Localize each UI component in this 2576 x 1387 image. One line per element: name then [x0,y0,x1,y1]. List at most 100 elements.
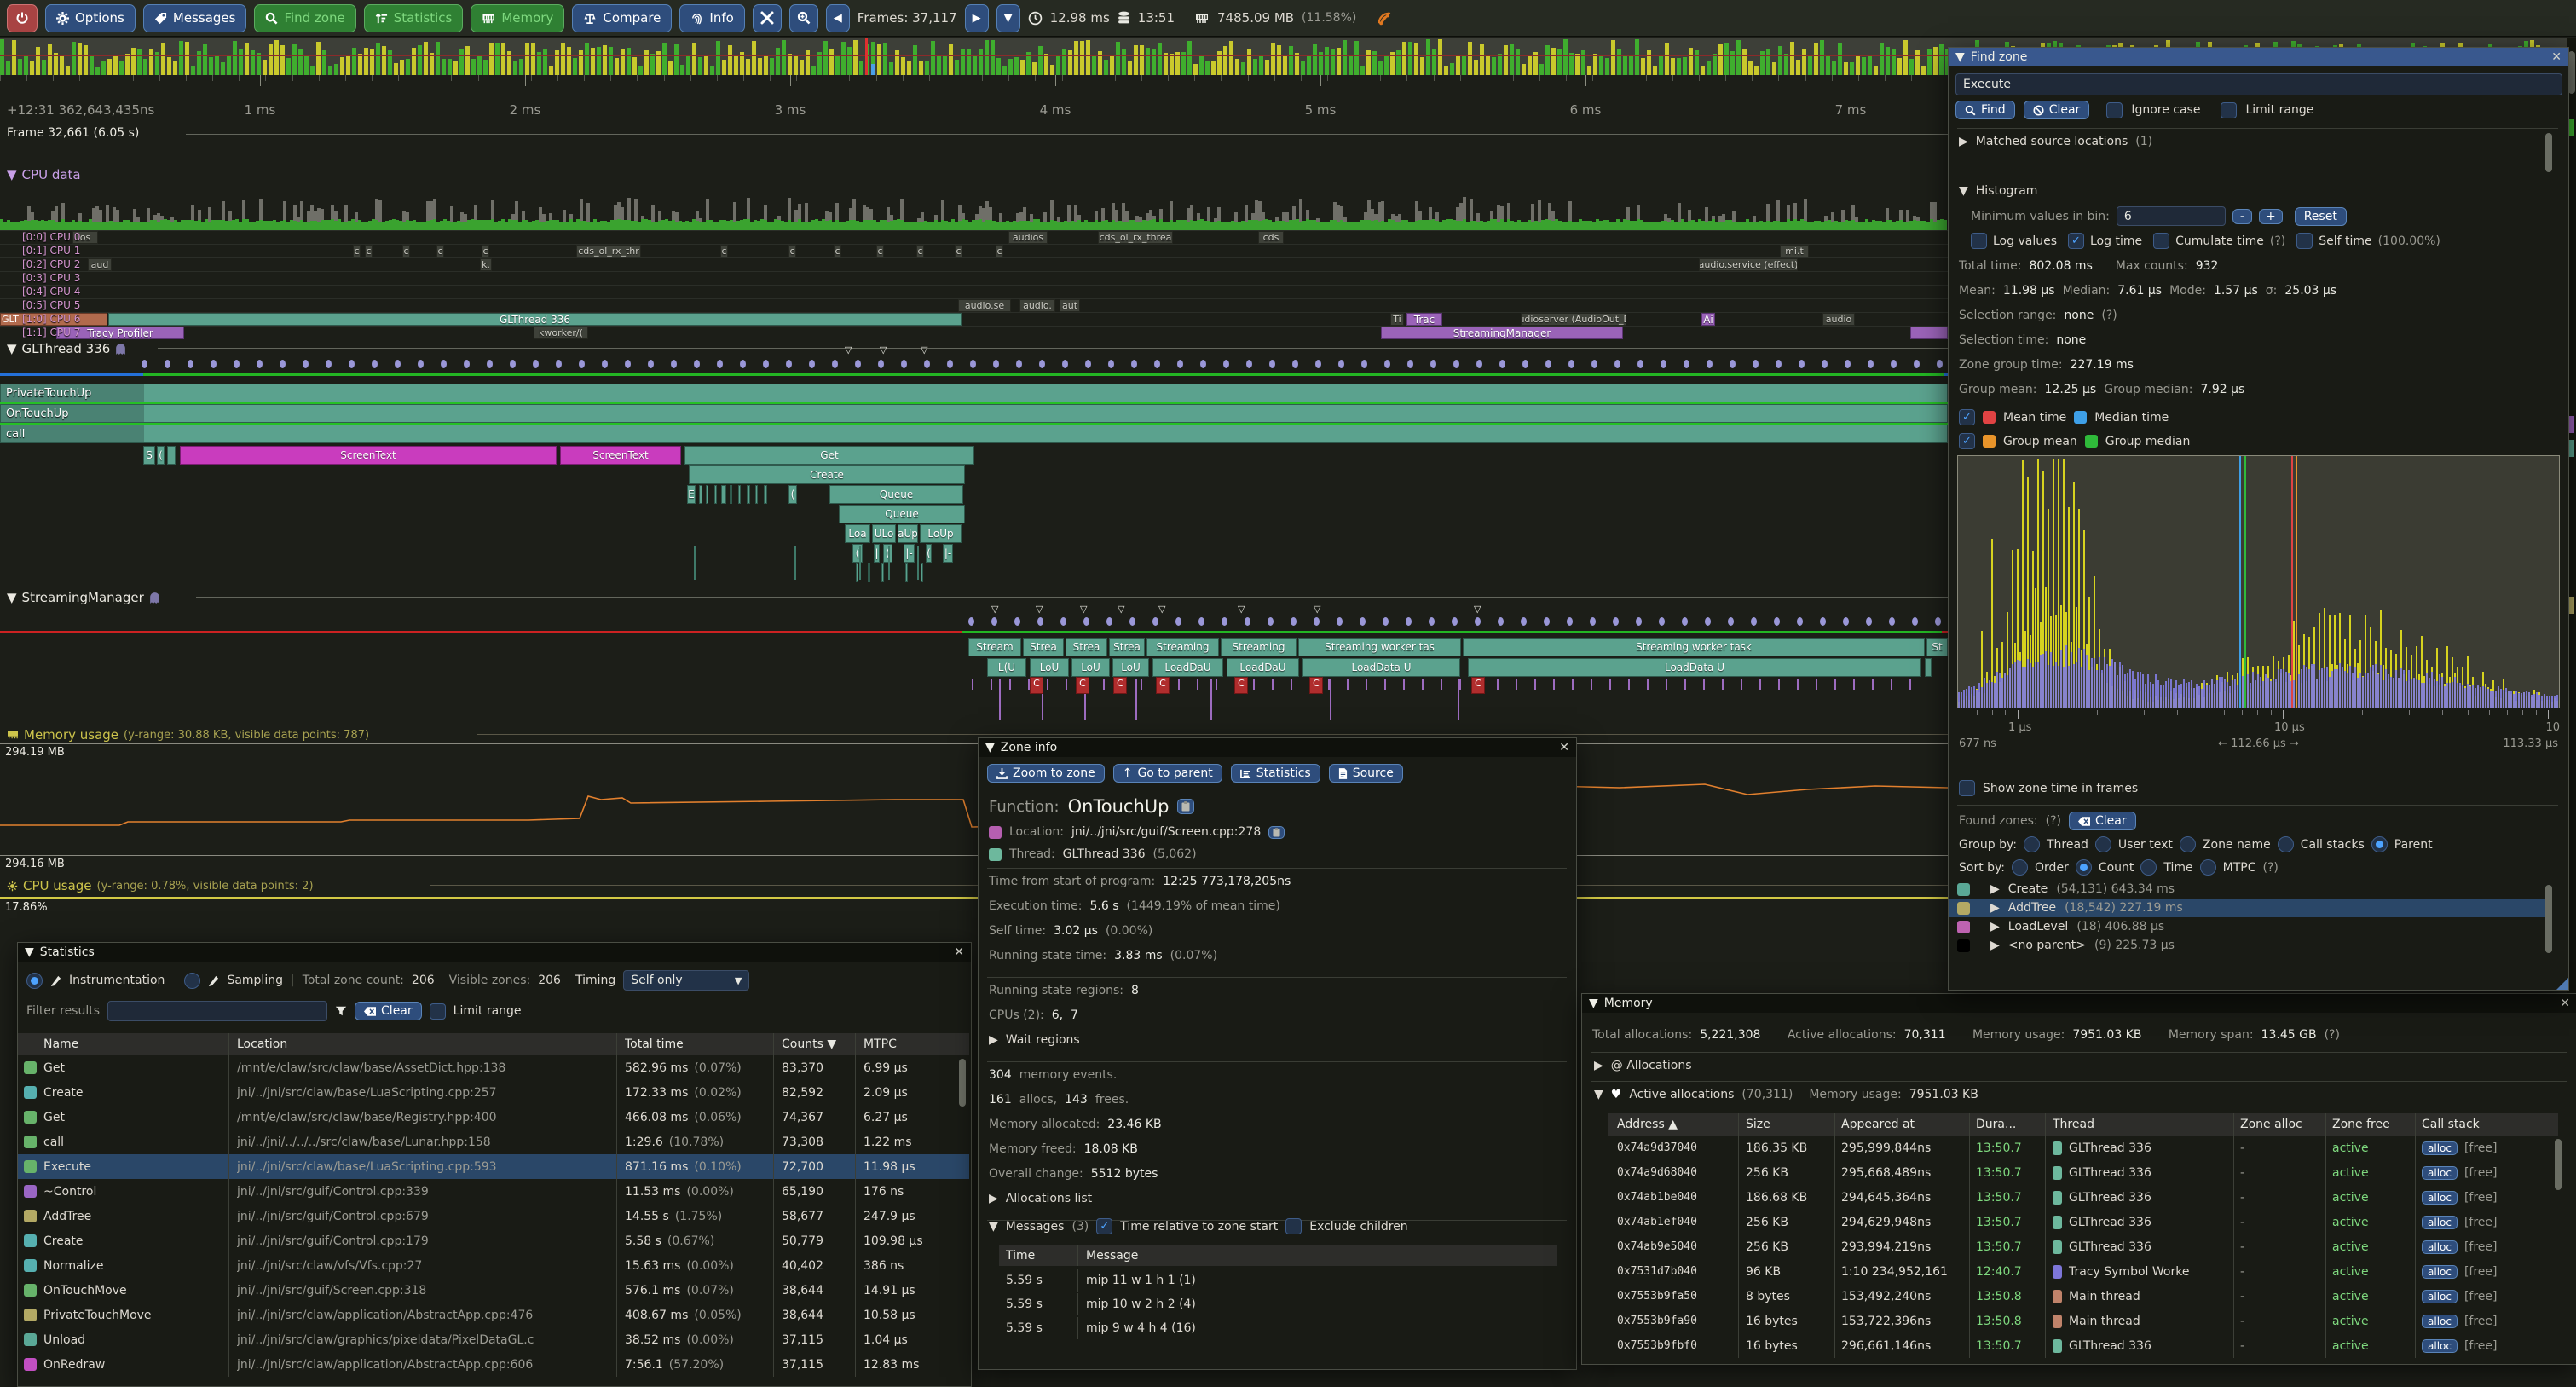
decrease-button[interactable]: - [2232,208,2252,224]
zone-span[interactable]: LoU [1112,658,1149,677]
column-header[interactable]: Dura... [1976,1118,2017,1131]
expand-icon[interactable]: ▶ [1990,920,2000,933]
zone-span[interactable]: Streaming worker tas [1298,638,1461,656]
zone-span[interactable]: audio [1822,313,1855,326]
source-button[interactable]: Source [1328,764,1403,783]
message-row[interactable]: 5.59 s mip 9 w 4 h 4 (16) [999,1317,1557,1339]
zone-span[interactable] [738,485,741,504]
zone-span[interactable]: Loa [845,524,870,543]
sampling-radio[interactable] [184,972,201,989]
table-row[interactable]: 0x74ab9e5040 256 KB 293,994,219ns 13:50.7 GL… [1608,1234,2558,1259]
column-header[interactable]: Counts ▼ [782,1037,837,1051]
column-header[interactable]: Call stack [2422,1118,2480,1131]
close-icon[interactable]: ✕ [2551,50,2562,64]
zone-span[interactable]: kworker/( [534,327,588,339]
zone-span[interactable] [0,313,107,326]
table-row[interactable]: call jni/../jni/../../../src/claw/base/Lu… [18,1130,969,1154]
limit-range-checkbox[interactable] [2221,101,2238,118]
zone-span[interactable]: cds [1258,231,1284,244]
next-frame-button[interactable]: ▶ [964,3,989,32]
streaming-header[interactable]: ▼ StreamingManager [7,590,160,605]
info-button[interactable]: Info [679,3,745,32]
scrollbar-thumb[interactable] [2545,133,2552,172]
expand-icon[interactable]: ▶ [1990,901,2000,915]
alloc-button[interactable]: alloc [2422,1264,2458,1279]
table-row[interactable]: 0x7553b9fa50 8 bytes 153,492,240ns 13:50.8 M… [1608,1284,2558,1309]
zone-span[interactable]: c [955,245,962,257]
zone-span[interactable] [721,485,726,504]
radio-thread[interactable] [2023,836,2040,852]
zone-span[interactable] [1910,327,1948,339]
expandable-item[interactable]: ▶ Wait regions [989,1033,1080,1047]
zone-span[interactable]: LoU [1030,658,1069,677]
zone-span[interactable]: Streaming [1146,638,1219,656]
table-row[interactable]: Get/mnt/e/claw/src/claw/base/AssetDict.h… [18,1055,969,1080]
zone-span[interactable] [764,485,767,504]
zone-span[interactable]: ( [788,485,797,504]
found-zone-row[interactable]: ▶ LoadLevel (18) 406.88 µs [1949,917,2550,936]
expand-icon[interactable]: ▶ [1959,135,1968,148]
zone-span[interactable]: Streaming [1221,638,1297,656]
zone-span[interactable]: |- [904,544,915,563]
search-input[interactable]: Execute [1955,73,2562,95]
memory-table-header[interactable]: Address ▲ Size Appeared at Dura... Thread Zon… [1608,1113,2558,1136]
radio-time[interactable] [2140,859,2157,876]
ignore-case-checkbox[interactable] [2106,101,2123,118]
zone-span[interactable] [747,485,750,504]
zone-span[interactable]: OnTouchUp [0,404,1948,423]
show-zone-time-checkbox[interactable] [1959,780,1975,796]
zone-span[interactable] [167,446,176,465]
go-to-parent-button[interactable]: ↑ Go to parent [1112,764,1222,783]
funnel-icon[interactable] [335,1005,347,1017]
zone-span[interactable]: audio.se [958,299,1011,312]
table-row[interactable]: AddTree jni/../jni/src/guif/Control.cpp:6… [18,1204,969,1228]
group-checkbox[interactable]: ✓ [1959,433,1975,449]
alloc-button[interactable]: alloc [2422,1314,2458,1328]
close-icon[interactable]: ✕ [954,945,964,959]
column-header[interactable]: Zone free [2332,1118,2390,1131]
cumulate-checkbox[interactable] [2153,233,2170,249]
zone-span[interactable]: c [353,245,361,257]
mean-median-checkbox[interactable]: ✓ [1959,409,1975,425]
close-icon[interactable]: ✕ [2560,997,2570,1010]
table-row[interactable]: 0x7531d7b040 96 KB 1:10 234,952,161 12:40.7… [1608,1259,2558,1284]
zone-span[interactable]: audio.service (effect) [1699,258,1798,271]
zone-span[interactable] [699,485,702,504]
stats-table-header[interactable]: Name Location Total time Counts ▼ MTPC [18,1033,969,1055]
message-marker[interactable]: C [1156,677,1170,694]
zone-span[interactable]: c [788,245,796,257]
cpu-core-row[interactable]: c c c c c cds_ol_rx_thr c c c c c c c mi.t [0:1] CPU 1 [0,244,1948,257]
table-row[interactable]: OnTouchMove jni/../jni/src/guif/Screen.cp… [18,1278,969,1303]
zone-span[interactable]: Strea [1066,638,1107,656]
zoom-search-button[interactable] [788,3,818,32]
table-row[interactable]: OnRedraw jni/../jni/src/claw/application/… [18,1352,969,1377]
table-row[interactable]: 0x74a9d37040 186.35 KB 295,999,844ns 13:50.… [1608,1136,2558,1160]
scrollbar-thumb[interactable] [2545,885,2552,953]
zone-span[interactable]: LoadDaU [1227,658,1299,677]
zone-span[interactable]: Strea [1023,638,1064,656]
zone-span[interactable]: c [876,245,884,257]
zone-span[interactable] [714,485,717,504]
zone-span[interactable]: c [436,245,444,257]
column-header[interactable]: Location [237,1037,288,1051]
zone-span[interactable]: ScreenText [180,446,557,465]
limit-range-checkbox[interactable] [429,1003,446,1020]
zone-span[interactable]: aut [1060,299,1080,312]
histogram-plot[interactable] [1957,455,2560,708]
zone-span[interactable]: cds_ol_rx_thr [576,245,641,257]
zone-statistics-button[interactable]: Statistics [1230,764,1320,783]
zone-span[interactable]: LoU [1071,658,1110,677]
min-bin-input[interactable]: 6 [2116,206,2226,226]
cpu-core-row[interactable]: aud k. audio.service (effect) [0:2] CPU 2 [0,257,1948,271]
zone-info-titlebar[interactable]: ▼ Zone info ✕ [979,738,1576,757]
zone-span[interactable]: L(U [987,658,1026,677]
help-icon[interactable]: (?) [2269,234,2286,248]
found-zone-row[interactable]: ▶ Create (54,131) 643.34 ms [1949,880,2550,899]
message-marker[interactable]: C [1471,677,1485,694]
zone-span[interactable]: mi.t [1780,245,1809,257]
histogram-toggle[interactable]: Histogram [1975,184,2038,198]
zone-span[interactable]: St [1926,638,1948,656]
table-row[interactable]: Create jni/../jni/src/guif/Control.cpp:17… [18,1228,969,1253]
zone-span[interactable]: aUp [898,524,918,543]
